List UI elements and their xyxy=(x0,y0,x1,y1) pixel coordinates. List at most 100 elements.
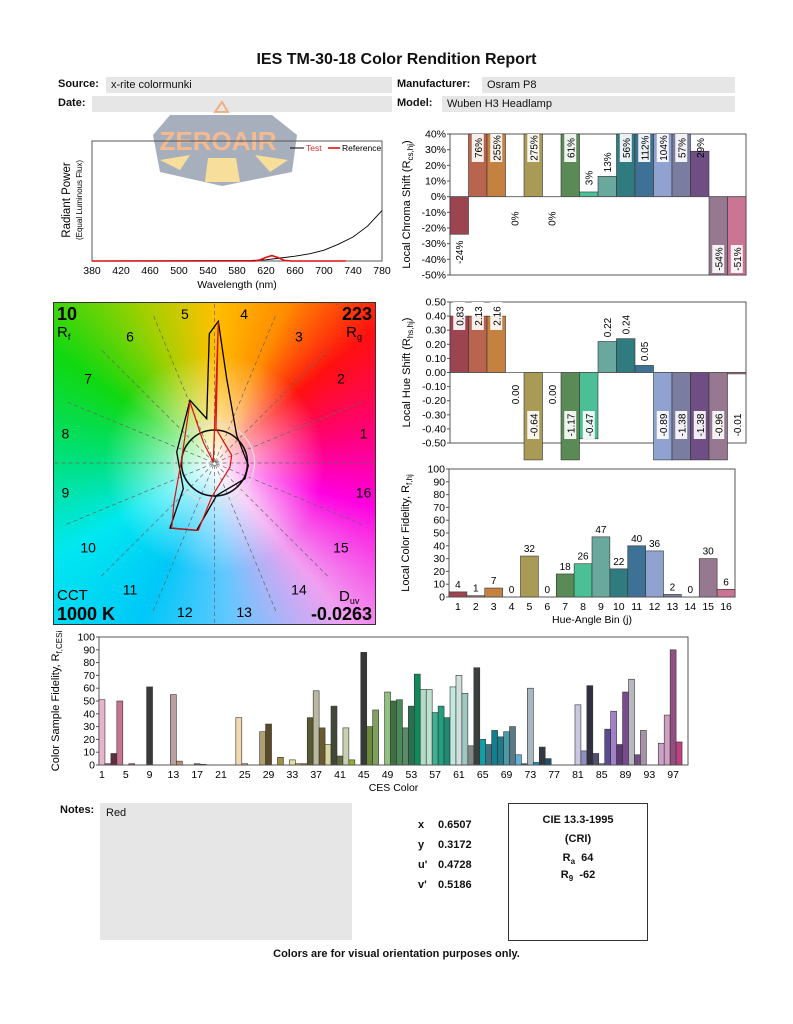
bar-label-bg xyxy=(564,411,577,439)
bar-value-label: 275% xyxy=(529,135,540,161)
hue-bin-label: 10 xyxy=(80,539,96,555)
bar-9 xyxy=(591,536,611,598)
x-tick-label: 61 xyxy=(453,769,465,781)
u-label: u' xyxy=(418,859,428,871)
series-line-reference xyxy=(92,254,346,262)
x-tick-label: 81 xyxy=(572,769,584,781)
bin-divider-line xyxy=(66,401,363,525)
x-tick-label: 13 xyxy=(168,769,180,781)
hue-bin-label: 7 xyxy=(84,371,92,387)
bar-value-label: 56% xyxy=(622,138,633,158)
bar-28 xyxy=(259,731,266,766)
bar-value-label: 7 xyxy=(491,576,497,587)
bar-89 xyxy=(622,691,629,766)
chromaticity-v: v' 0.5186 xyxy=(418,875,498,895)
bar-label-bg xyxy=(675,411,688,439)
bar-value-label: 0.00 xyxy=(511,384,522,404)
y-tick-label: 60 xyxy=(433,515,445,527)
x-tick-label: 660 xyxy=(286,265,304,277)
bar-value-label: 26 xyxy=(578,552,590,563)
duv-value: -0.0263 xyxy=(311,604,372,624)
date-field xyxy=(92,96,392,112)
y-tick-label: 30 xyxy=(83,721,95,733)
x-tick-label: 580 xyxy=(228,265,246,277)
y-tick-label: 100 xyxy=(77,632,95,644)
cri-box: CIE 13.3-1995 (CRI) Ra 64 R9 -62 xyxy=(508,803,648,941)
y-tick-label: 100 xyxy=(427,464,445,476)
chromaticity-u: u' 0.4728 xyxy=(418,855,498,875)
bar-67 xyxy=(491,730,498,766)
bar-label-bg xyxy=(564,134,577,162)
bar-label-bg xyxy=(508,204,521,233)
bar-label-bg xyxy=(545,380,558,409)
y-label: y xyxy=(418,839,425,851)
y-tick-label: 0.20 xyxy=(426,339,447,351)
bar-43 xyxy=(348,759,356,766)
y-axis-label: Local Hue Shift (Rhs,hj) xyxy=(401,318,415,428)
bar-31 xyxy=(277,757,284,766)
bar-value-label: 2.13 xyxy=(474,306,485,326)
bar-12 xyxy=(645,550,664,598)
hue-bin-label: 15 xyxy=(333,539,349,555)
bar-56 xyxy=(425,689,433,766)
bar-66 xyxy=(485,744,492,766)
manufacturer-field: Osram P8 xyxy=(482,77,735,93)
bar-58 xyxy=(437,705,445,766)
bar-55 xyxy=(419,689,427,766)
r9-sub: 9 xyxy=(568,874,574,884)
bar-value-label: 0.24 xyxy=(622,314,633,334)
bar-46 xyxy=(366,726,373,766)
x-tick-label: 16 xyxy=(720,601,732,613)
bar-9 xyxy=(597,176,617,197)
bar-65 xyxy=(479,739,487,766)
bar-47 xyxy=(372,709,379,766)
bar-1 xyxy=(98,699,106,766)
bar-value-label: 2.16 xyxy=(492,306,503,326)
bar-33 xyxy=(289,759,296,766)
hue-bin-label: 14 xyxy=(291,581,307,597)
bar-61 xyxy=(455,675,463,766)
u-value: 0.4728 xyxy=(438,859,472,871)
bar-value-label: 30 xyxy=(703,547,715,558)
watermark-hexagon xyxy=(153,115,297,186)
x-tick-label: 740 xyxy=(344,265,362,277)
r9-value: -62 xyxy=(579,869,596,882)
bar-value-label: 0 xyxy=(509,585,515,596)
bar-98 xyxy=(675,741,683,766)
x-tick-label: 65 xyxy=(477,769,489,781)
y-tick-label: 90 xyxy=(83,644,95,656)
bin-divider-line xyxy=(101,349,328,577)
bar-value-label: 47 xyxy=(595,525,607,536)
bar-value-label: 0% xyxy=(548,211,559,226)
bar-24 xyxy=(235,717,243,766)
bar-value-label: 0.83 xyxy=(455,306,466,326)
bar-29 xyxy=(265,723,272,766)
ra-label: R xyxy=(562,852,571,864)
bar-value-label: 0.05 xyxy=(640,341,651,361)
bar-68 xyxy=(497,736,504,766)
bar-value-label: 0 xyxy=(545,585,551,596)
rg-value: 223 xyxy=(342,304,372,324)
bar-45 xyxy=(360,652,368,766)
bar-label-bg xyxy=(730,245,743,273)
v-label: v' xyxy=(418,879,427,891)
bar-51 xyxy=(396,699,403,766)
bar-1 xyxy=(449,196,469,235)
bar-39 xyxy=(324,744,332,766)
bar-86 xyxy=(604,728,611,766)
y-tick-label: 10 xyxy=(83,747,95,759)
y-tick-label: 80 xyxy=(433,489,445,501)
chromaticity-y: y 0.3172 xyxy=(418,835,498,855)
x-tick-label: 8 xyxy=(580,601,586,613)
date-label: Date: xyxy=(58,97,86,109)
report-title: IES TM-30-18 Color Rendition Report xyxy=(256,51,537,68)
manufacturer-label: Manufacturer: xyxy=(397,78,471,90)
bar-40 xyxy=(330,705,338,766)
y-tick-label: -0.40 xyxy=(422,423,446,435)
y-tick-label: 0 xyxy=(439,592,445,604)
bar-label-bg xyxy=(582,411,595,439)
y-axis-label-end: ) xyxy=(401,140,413,144)
bar-5 xyxy=(520,555,539,598)
bar-value-label: 13% xyxy=(603,152,614,172)
